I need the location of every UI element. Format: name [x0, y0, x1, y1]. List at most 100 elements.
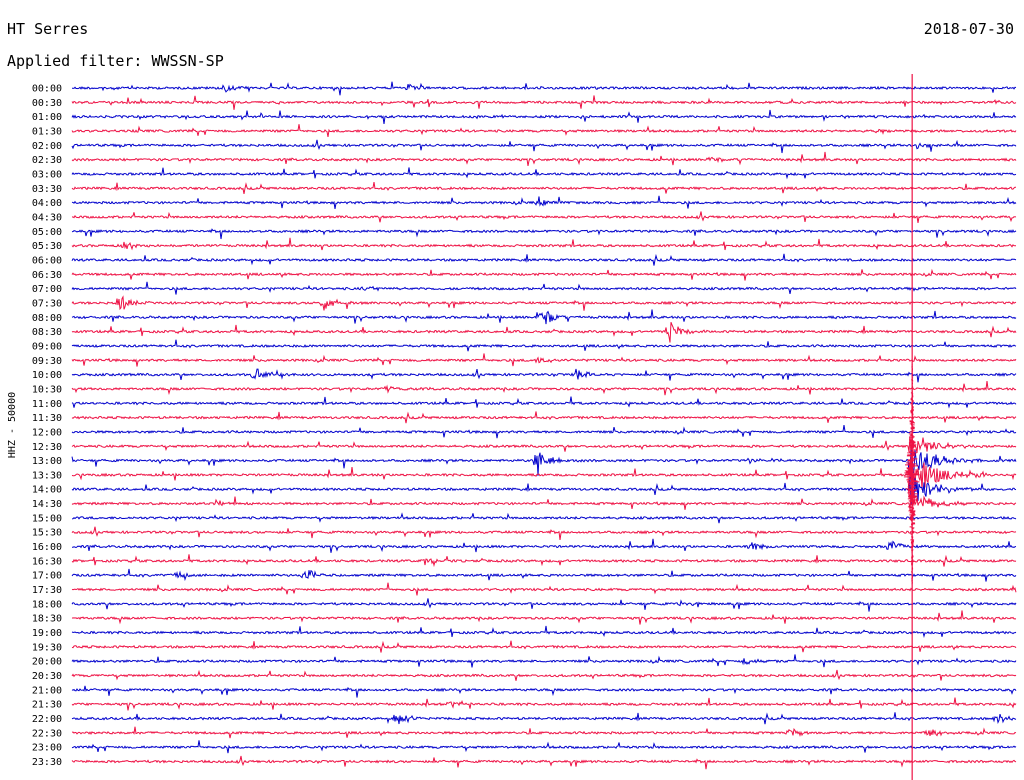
trace-row-0500: [71, 228, 1017, 240]
row-label: 08:30: [32, 327, 62, 338]
trace-row-0730: [71, 295, 1017, 311]
row-label: 16:30: [32, 556, 62, 567]
row-label: 05:00: [32, 227, 62, 238]
row-label: 14:30: [32, 499, 62, 510]
row-label: 10:00: [32, 370, 62, 381]
row-label: 19:30: [32, 642, 62, 653]
trace-row-0330: [71, 182, 1016, 194]
trace-row-0430: [71, 211, 1017, 223]
row-label: 01:30: [32, 126, 62, 137]
station-title: HT Serres: [7, 20, 89, 38]
trace-row-1130: [71, 411, 1017, 424]
trace-row-1230: [71, 435, 1017, 455]
trace-row-2200: [71, 712, 1017, 725]
row-label-layer: 00:00 00:30 01:00 01:30 02:00 02:30 03:00 03:30…: [32, 84, 62, 769]
trace-row-0130: [71, 124, 1017, 137]
trace-row-0700: [71, 281, 1017, 295]
row-label: 20:00: [32, 657, 62, 668]
trace-row-0100: [71, 109, 1017, 124]
row-label: 02:00: [32, 141, 62, 152]
row-label: 23:00: [32, 743, 62, 754]
row-label: 21:00: [32, 685, 62, 696]
trace-row-0030: [71, 95, 1017, 110]
row-label: 01:00: [32, 112, 62, 123]
trace-row-0530: [71, 237, 1016, 251]
trace-row-0900: [71, 339, 1017, 352]
row-label: 20:30: [32, 671, 62, 682]
row-label: 21:30: [32, 700, 62, 711]
row-label: 17:30: [32, 585, 62, 596]
filter-label: Applied filter: WWSSN-SP: [7, 52, 224, 70]
row-label: 15:30: [32, 528, 62, 539]
row-label: 11:30: [32, 413, 62, 424]
trace-row-0300: [71, 167, 1017, 180]
row-label: 07:30: [32, 298, 62, 309]
trace-row-1200: [71, 425, 1017, 439]
row-label: 02:30: [32, 155, 62, 166]
row-label: 00:30: [32, 98, 62, 109]
trace-row-0230: [71, 151, 1017, 166]
row-label: 00:00: [32, 84, 62, 95]
row-label: 12:00: [32, 427, 62, 438]
trace-row-0600: [71, 253, 1017, 266]
row-label: 08:00: [32, 313, 62, 324]
trace-row-1630: [71, 554, 1017, 568]
trace-row-1400: [71, 476, 1017, 505]
trace-row-1030: [71, 381, 1017, 396]
row-label: 14:00: [32, 485, 62, 496]
trace-row-2000: [71, 654, 1017, 668]
trace-row-0400: [71, 195, 1017, 209]
trace-row-0800: [71, 309, 1017, 325]
trace-row-0630: [71, 268, 1017, 281]
row-label: 06:30: [32, 270, 62, 281]
row-label: 17:00: [32, 571, 62, 582]
trace-row-2030: [71, 669, 1017, 681]
row-label: 04:00: [32, 198, 62, 209]
row-label: 03:00: [32, 169, 62, 180]
trace-row-0000: [72, 81, 1017, 96]
row-label: 09:00: [32, 341, 62, 352]
trace-row-1900: [71, 625, 1017, 638]
trace-row-1300: [71, 449, 1017, 476]
trace-row-2130: [71, 697, 1017, 711]
trace-row-0200: [71, 139, 1017, 154]
row-label: 19:00: [32, 628, 62, 639]
row-label: 10:30: [32, 384, 62, 395]
row-label: 23:30: [32, 757, 62, 768]
trace-row-0930: [71, 353, 1017, 367]
row-label: 16:00: [32, 542, 62, 553]
row-label: 09:30: [32, 356, 62, 367]
trace-row-1000: [71, 368, 1017, 383]
row-label: 06:00: [32, 255, 62, 266]
trace-row-2230: [71, 726, 1017, 739]
row-label: 11:00: [32, 399, 62, 410]
trace-row-1800: [71, 598, 1017, 612]
row-label: 22:30: [32, 728, 62, 739]
row-label: 18:30: [32, 614, 62, 625]
trace-row-1430: [71, 493, 1017, 510]
trace-row-1830: [71, 610, 1017, 625]
trace-row-1530: [71, 526, 1017, 540]
main-quake-spindle: [903, 364, 920, 585]
row-label: 07:00: [32, 284, 62, 295]
trace-row-0830: [71, 322, 1017, 343]
row-label: 13:00: [32, 456, 62, 467]
trace-row-2300: [71, 740, 1017, 754]
row-label: 05:30: [32, 241, 62, 252]
date-label: 2018-07-30: [923, 20, 1014, 38]
trace-row-1600: [72, 538, 1017, 553]
row-label: 04:30: [32, 212, 62, 223]
channel-label: HHZ - 50000: [7, 392, 18, 458]
row-label: 15:00: [32, 513, 62, 524]
row-label: 18:00: [32, 599, 62, 610]
row-label: 22:00: [32, 714, 62, 725]
row-label: 03:30: [32, 184, 62, 195]
trace-layer: [71, 74, 1017, 780]
row-label: 12:30: [32, 442, 62, 453]
trace-row-1930: [71, 640, 1017, 653]
row-label: 13:30: [32, 470, 62, 481]
trace-row-1100: [71, 396, 1017, 409]
trace-row-1330: [71, 461, 1017, 498]
trace-row-1500: [71, 512, 1017, 524]
